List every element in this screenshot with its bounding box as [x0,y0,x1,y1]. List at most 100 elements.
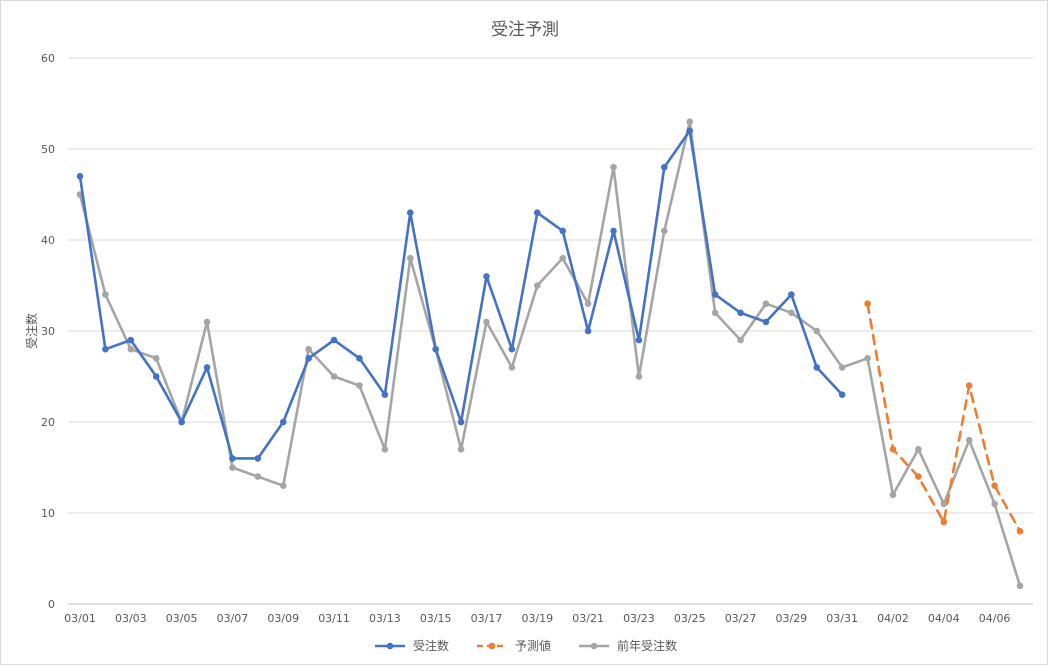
y-tick-label: 0 [48,598,55,611]
data-point [305,345,312,353]
data-point [381,391,389,399]
data-point [965,436,973,444]
data-point [788,291,795,298]
data-point [864,300,871,308]
data-point [178,418,185,426]
x-tick-label: 03/17 [471,612,503,625]
data-point [559,227,567,235]
data-point [533,282,541,289]
y-tick-label: 60 [41,52,55,65]
legend-swatch [476,642,507,649]
legend-swatch [579,642,609,649]
data-point [305,355,312,362]
data-point [610,163,617,171]
x-tick-label: 03/15 [420,612,452,625]
data-point [915,446,922,453]
data-point [559,254,567,262]
data-point [152,373,160,380]
legend-label: 前年受注数 [617,639,678,653]
data-point [864,355,871,362]
data-point [102,291,109,298]
x-tick-label: 03/29 [775,612,807,625]
data-point [254,455,262,462]
data-point [635,373,643,380]
y-tick-label: 30 [41,325,55,338]
legend-swatch [374,642,405,649]
data-point [940,500,948,508]
x-tick-label: 03/05 [166,612,198,625]
x-tick-label: 04/02 [877,612,909,625]
y-tick-label: 10 [41,507,55,520]
data-point [610,227,617,235]
data-point [788,309,795,317]
y-tick-label: 20 [41,416,55,429]
data-point [127,345,135,353]
data-point [915,473,922,480]
data-point [991,482,998,490]
data-point [838,364,846,371]
legend-label: 受注数 [412,639,449,653]
data-point [813,364,821,371]
x-tick-label: 03/31 [826,612,858,625]
data-point [457,418,465,426]
chart-title: 受注予測 [491,20,559,40]
data-point [584,300,592,308]
data-point [330,336,338,344]
x-tick-label: 03/21 [572,612,604,625]
data-point [533,209,541,216]
data-point [229,455,236,462]
data-point [254,473,262,480]
series-2 [864,300,1024,535]
series-line [78,129,844,460]
x-tick-label: 03/27 [725,612,757,625]
data-point [889,446,897,453]
data-point [457,446,465,453]
data-point [991,500,998,508]
x-tick-label: 03/07 [217,612,249,625]
data-point [279,482,287,490]
data-point [965,382,973,389]
x-tick-label: 04/06 [979,612,1011,625]
data-point [813,327,821,335]
x-tick-label: 03/01 [64,612,96,625]
series-3 [76,118,1024,590]
data-point [229,464,236,471]
data-point [152,355,160,362]
data-point [661,227,668,235]
data-point [508,345,516,353]
data-point [940,518,948,526]
data-point [661,163,668,171]
legend-item: 受注数 [373,637,449,654]
x-tick-label: 03/09 [267,612,299,625]
legend-label: 予測値 [514,639,551,653]
x-tick-label: 04/04 [928,612,960,625]
data-point [102,345,109,353]
x-tick-label: 03/03 [115,612,147,625]
y-tick-label: 40 [41,234,55,247]
data-point [356,382,363,389]
data-point [483,318,490,326]
x-tick-label: 03/19 [521,612,553,625]
data-point [432,345,439,353]
series-line [78,120,1022,588]
data-point [1016,582,1024,590]
chart-legend: 受注数 予測値 前年受注数 [1,637,1048,654]
data-point [279,418,287,426]
y-tick-label: 50 [41,143,55,156]
data-point [483,273,490,280]
data-point [686,118,694,125]
data-point [686,127,694,135]
x-tick-label: 03/23 [623,612,655,625]
x-tick-label: 03/13 [369,612,401,625]
data-point [635,336,643,344]
data-point [330,373,338,380]
data-point [889,491,897,499]
data-point [737,309,744,317]
data-point [356,355,363,362]
data-point [76,173,84,180]
data-point [406,254,414,262]
x-tick-label: 03/11 [318,612,350,625]
legend-item: 前年受注数 [577,637,677,654]
